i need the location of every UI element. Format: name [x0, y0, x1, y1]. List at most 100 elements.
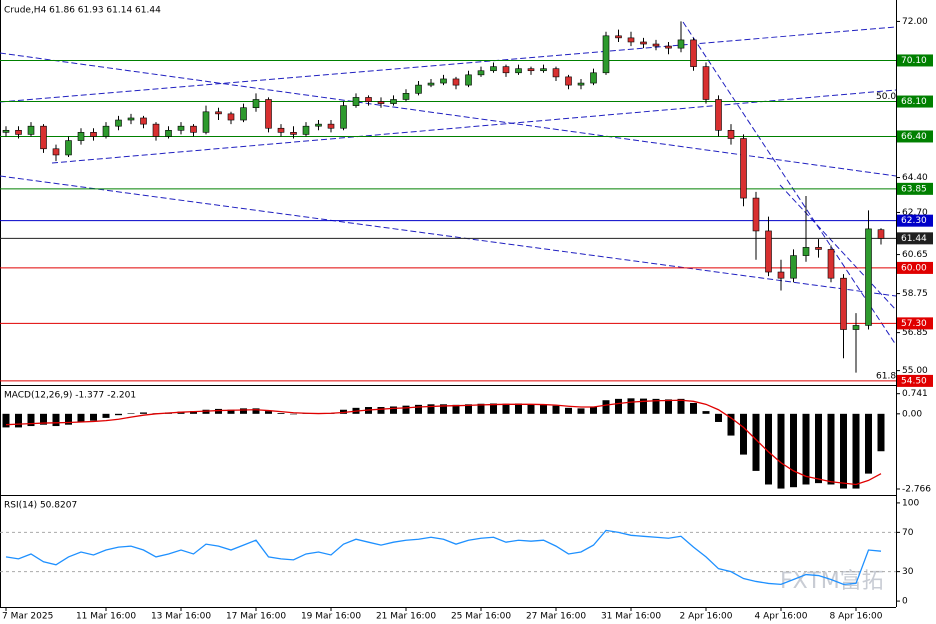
y-tick-label: 72.00: [902, 17, 928, 27]
candle-body: [65, 140, 72, 156]
macd-bar: [502, 403, 510, 414]
rsi-tick-label: 70: [902, 528, 914, 538]
macd-bar: [77, 413, 85, 422]
candle-body: [415, 84, 422, 94]
level-label: 70.10: [901, 56, 927, 66]
candle-body: [77, 132, 85, 141]
candle-body: [177, 125, 185, 131]
x-tick-label: 25 Mar 16:00: [451, 612, 511, 622]
y-tick-label: 60.65: [902, 250, 928, 260]
candle-body: [640, 41, 647, 45]
macd-bar: [852, 413, 860, 489]
level-label-box: [897, 130, 933, 143]
candle-body: [140, 117, 147, 125]
candle-body: [690, 39, 697, 67]
candle-body: [290, 132, 297, 135]
rsi-line: [5, 529, 882, 586]
level-label: 62.30: [901, 216, 927, 226]
candle-body: [365, 97, 372, 102]
trend-line: [0, 26, 897, 103]
macd-bar: [490, 403, 497, 414]
macd-bar: [427, 404, 435, 414]
candle-body: [402, 93, 410, 100]
level-label-box: [897, 232, 933, 245]
level-label-box: [897, 317, 933, 330]
candle-body: [352, 97, 360, 106]
candle-body: [565, 76, 572, 86]
macd-bar: [777, 413, 785, 489]
macd-bar: [540, 404, 547, 414]
candle-body: [715, 99, 722, 131]
macd-bar: [240, 408, 247, 414]
x-tick-label: 31 Mar 16:00: [601, 612, 661, 622]
fib-label: 61.8: [876, 371, 896, 381]
level-label-box: [897, 54, 933, 67]
candle-body: [840, 277, 847, 330]
candle-body: [277, 127, 285, 133]
candle-body: [477, 70, 485, 76]
candle-body: [115, 119, 122, 127]
level-label: 63.85: [901, 184, 927, 194]
candle-body: [127, 117, 135, 121]
macd-bar: [515, 403, 522, 414]
candle-body: [540, 68, 547, 72]
x-tick-label: 7 Mar 2025: [2, 612, 53, 622]
level-label: 61.44: [901, 234, 927, 244]
candle-body: [2, 129, 10, 133]
macd-bar: [615, 398, 622, 414]
candle-body: [252, 99, 260, 109]
macd-bar: [690, 402, 697, 414]
candle-body: [515, 68, 522, 74]
trend-line: [682, 21, 897, 346]
macd-bar: [252, 408, 260, 414]
candle-body: [427, 82, 435, 86]
macd-bar: [602, 400, 610, 414]
candle-body: [315, 123, 322, 127]
candle-body: [390, 99, 397, 104]
candle-body: [152, 123, 160, 137]
rsi-title: RSI(14) 50.8207: [4, 501, 77, 511]
candle-body: [702, 66, 710, 100]
candle-body: [752, 197, 760, 232]
candle-body: [52, 148, 60, 156]
rsi-tick-label: 0: [902, 597, 908, 607]
macd-bar: [277, 413, 285, 414]
candle-body: [27, 125, 35, 135]
candle-body: [40, 125, 47, 150]
x-tick-label: 17 Mar 16:00: [226, 612, 286, 622]
macd-bar: [715, 413, 722, 422]
candle-body: [877, 229, 885, 239]
trend-line: [779, 184, 897, 311]
macd-bar: [402, 405, 410, 414]
macd-bar: [415, 404, 422, 414]
candle-body: [327, 123, 335, 129]
macd-signal: [5, 399, 882, 486]
macd-tick-label: 0.00: [902, 409, 922, 419]
candle-body: [552, 68, 560, 78]
candle-body: [652, 43, 660, 47]
macd-bar: [865, 413, 872, 474]
candle-body: [602, 35, 610, 74]
trend-line: [0, 175, 897, 297]
candle-body: [452, 78, 460, 86]
macd-bar: [440, 404, 447, 414]
macd-bar: [677, 398, 685, 414]
candle-body: [802, 247, 810, 256]
macd-bar: [752, 413, 760, 471]
candle-body: [302, 125, 310, 135]
candle-body: [240, 107, 247, 121]
x-tick-label: 27 Mar 16:00: [526, 612, 586, 622]
macd-bar: [627, 398, 635, 414]
rsi-tick-label: 100: [902, 498, 919, 508]
candle-body: [852, 325, 860, 330]
level-label: 57.30: [901, 319, 927, 329]
macd-bar: [877, 413, 885, 452]
macd-bar: [15, 413, 22, 428]
chart-title: Crude,H4 61.86 61.93 61.14 61.44: [4, 6, 161, 16]
macd-bar: [665, 399, 672, 414]
macd-bar: [577, 408, 585, 414]
candle-body: [865, 228, 872, 326]
level-label-box: [897, 182, 933, 195]
macd-bar: [40, 413, 47, 425]
